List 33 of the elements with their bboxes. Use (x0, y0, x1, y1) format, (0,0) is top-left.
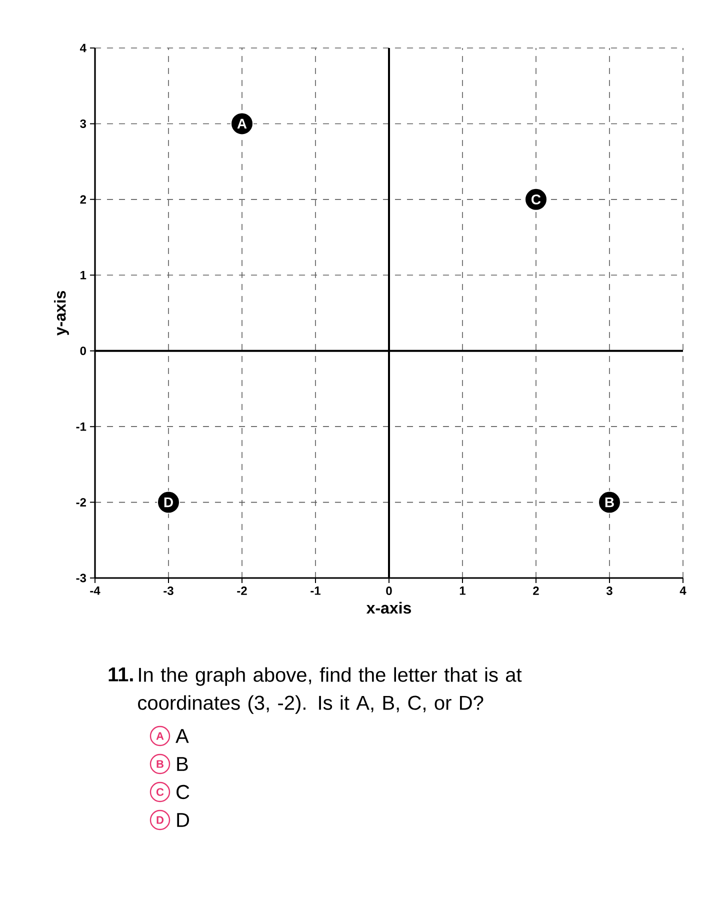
series-label: C (532, 194, 541, 204)
x-tick-label: 1 (460, 586, 466, 595)
y-tick-label: -1 (76, 422, 86, 431)
y-tick-label: 4 (80, 44, 86, 52)
x-axis-title: x-axis (366, 602, 412, 614)
text: B (156, 760, 164, 768)
x-tick-label: 4 (680, 586, 686, 595)
series-label: B (605, 497, 614, 508)
x-tick-label: -1 (310, 586, 320, 595)
x-tick-label: -3 (164, 586, 174, 596)
text: A (156, 732, 164, 740)
text: C (176, 784, 190, 800)
y-tick-label: 2 (80, 195, 86, 204)
y-tick-label: -3 (76, 574, 86, 582)
text: 11. (108, 668, 133, 682)
text: C (156, 788, 164, 796)
series-label: A (237, 118, 247, 129)
y-tick-label: 1 (80, 271, 86, 280)
x-tick-label: -2 (237, 586, 247, 595)
text: D (156, 816, 164, 824)
x-tick-label: 0 (386, 586, 392, 596)
x-tick-label: -4 (90, 586, 100, 595)
y-tick-label: 3 (80, 119, 86, 128)
text: In the graph above, find the letter that is at coordinates (3, -2). Is it A, B, C, or D? (138, 667, 522, 714)
y-tick-label: 0 (80, 346, 86, 356)
x-tick-label: 2 (533, 586, 539, 595)
x-tick-label: 3 (606, 586, 612, 596)
y-tick-label: -2 (76, 498, 86, 506)
text: A (176, 729, 189, 743)
text: B (177, 757, 188, 771)
series-label: D (164, 497, 173, 508)
y-axis-title: y-axis (54, 290, 69, 336)
text: D (177, 813, 190, 827)
